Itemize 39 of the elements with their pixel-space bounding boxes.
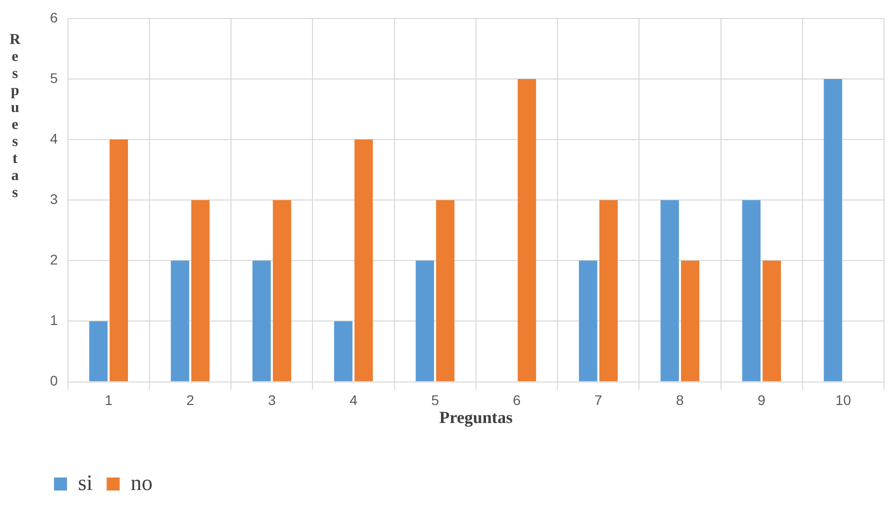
x-tick-label: 3	[268, 392, 276, 408]
bar	[170, 260, 190, 382]
legend-label: no	[130, 470, 153, 495]
bar	[252, 260, 271, 382]
x-tick-label: 6	[512, 392, 521, 408]
x-tick-label: 4	[350, 392, 358, 408]
y-tick-label: 4	[50, 130, 58, 146]
y-axis-title: Respuestas	[6, 32, 23, 202]
x-tick-label: 5	[431, 392, 440, 408]
y-tick-label: 5	[50, 70, 58, 86]
bar	[272, 200, 292, 382]
bar	[436, 200, 454, 382]
y-tick-label: 2	[50, 252, 58, 268]
bar	[191, 200, 210, 382]
bar	[742, 200, 761, 382]
x-tick-label: 9	[758, 392, 766, 408]
bar	[110, 140, 128, 382]
bar	[680, 260, 700, 382]
bar	[354, 140, 373, 382]
y-tick-label: 3	[50, 190, 58, 207]
y-tick-label: 0	[50, 372, 58, 389]
bar	[518, 78, 536, 382]
x-tick-label: 8	[676, 392, 684, 408]
bar	[578, 260, 598, 382]
bar	[89, 321, 108, 382]
y-tick-label: 1	[50, 312, 58, 328]
bar	[824, 78, 842, 382]
legend-label: si	[78, 470, 93, 495]
y-tick-label: 6	[50, 9, 58, 26]
x-tick-label: 10	[835, 392, 852, 408]
bar	[599, 200, 618, 382]
bar	[660, 200, 679, 382]
x-tick-label: 7	[594, 392, 602, 408]
x-tick-label: 1	[104, 392, 113, 408]
bar	[334, 321, 352, 382]
x-tick-label: 2	[186, 392, 194, 408]
x-axis-title: Preguntas	[439, 408, 513, 428]
bar	[762, 260, 781, 382]
bar	[416, 260, 434, 382]
